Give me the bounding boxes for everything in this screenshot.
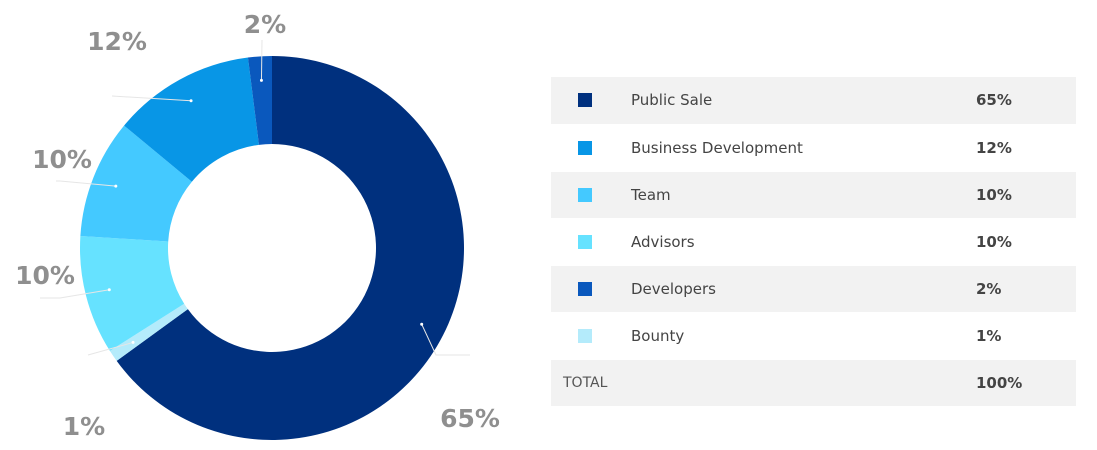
total-value: 100%	[976, 359, 1076, 407]
legend-name: Advisors	[631, 218, 976, 266]
slice-label-bounty: 1%	[63, 412, 105, 441]
slice-label-business-development: 12%	[87, 27, 147, 56]
legend-name: Team	[631, 171, 976, 219]
legend-name: Business Development	[631, 124, 976, 172]
slice-labels: 65% 1% 10% 10% 12% 2%	[15, 10, 500, 441]
legend-swatch-cell	[551, 312, 631, 360]
legend-swatch	[578, 234, 592, 249]
legend-row-public-sale: Public Sale 65%	[551, 77, 1076, 125]
legend-value: 65%	[976, 77, 1076, 125]
legend-swatch	[578, 140, 592, 155]
leader-line-team	[56, 180, 116, 187]
legend-name: Developers	[631, 265, 976, 313]
slice-label-public-sale: 65%	[440, 404, 500, 433]
legend-swatch-cell	[551, 218, 631, 266]
legend-value: 10%	[976, 218, 1076, 266]
slice-business-development	[124, 57, 259, 182]
legend-swatch-cell	[551, 265, 631, 313]
legend-value: 10%	[976, 171, 1076, 219]
leader-dot-bounty	[131, 340, 135, 344]
leader-line-public-sale	[421, 324, 470, 356]
leader-line-business-development	[111, 95, 192, 102]
slice-advisors	[80, 235, 185, 351]
leader-line-developers	[260, 39, 263, 81]
legend-name: Bounty	[631, 312, 976, 360]
leader-line-advisors	[40, 289, 110, 299]
slice-developers	[247, 56, 272, 145]
legend-row-bounty: Bounty 1%	[551, 312, 1076, 360]
leader-dot-developers	[259, 78, 263, 82]
slice-label-advisors: 10%	[15, 261, 75, 290]
legend-value: 2%	[976, 265, 1076, 313]
legend-swatch-cell	[551, 171, 631, 219]
legend-value: 12%	[976, 124, 1076, 172]
slice-label-developers: 2%	[244, 10, 286, 39]
legend-row-advisors: Advisors 10%	[551, 218, 1076, 266]
legend-swatch	[578, 281, 592, 296]
slice-public-sale	[116, 56, 465, 440]
legend-swatch	[578, 187, 592, 202]
legend-name: Public Sale	[631, 77, 976, 125]
leader-dot-team	[114, 184, 118, 188]
legend-swatch	[578, 93, 592, 108]
donut-chart: 65% 1% 10% 10% 12% 2%	[15, 10, 500, 441]
donut-slices	[80, 56, 465, 440]
leader-lines	[40, 39, 470, 356]
legend-row-business-development: Business Development 12%	[551, 124, 1076, 172]
slice-bounty	[109, 303, 188, 361]
legend-value: 1%	[976, 312, 1076, 360]
legend-total-row: TOTAL 100%	[551, 359, 1076, 407]
legend-swatch-cell	[551, 124, 631, 172]
leader-dot-advisors	[107, 288, 111, 292]
legend-table: Public Sale 65% Business Development 12% Tea…	[551, 77, 1076, 407]
leader-dot-public-sale	[420, 322, 424, 326]
legend-swatch-cell	[551, 77, 631, 125]
leader-line-bounty	[87, 341, 134, 356]
legend-swatch	[578, 328, 592, 343]
legend-row-team: Team 10%	[551, 171, 1076, 219]
legend-row-developers: Developers 2%	[551, 265, 1076, 313]
slice-team	[80, 125, 192, 242]
leader-dot-business-development	[189, 99, 193, 103]
total-label: TOTAL	[551, 359, 976, 407]
slice-label-team: 10%	[32, 145, 92, 174]
